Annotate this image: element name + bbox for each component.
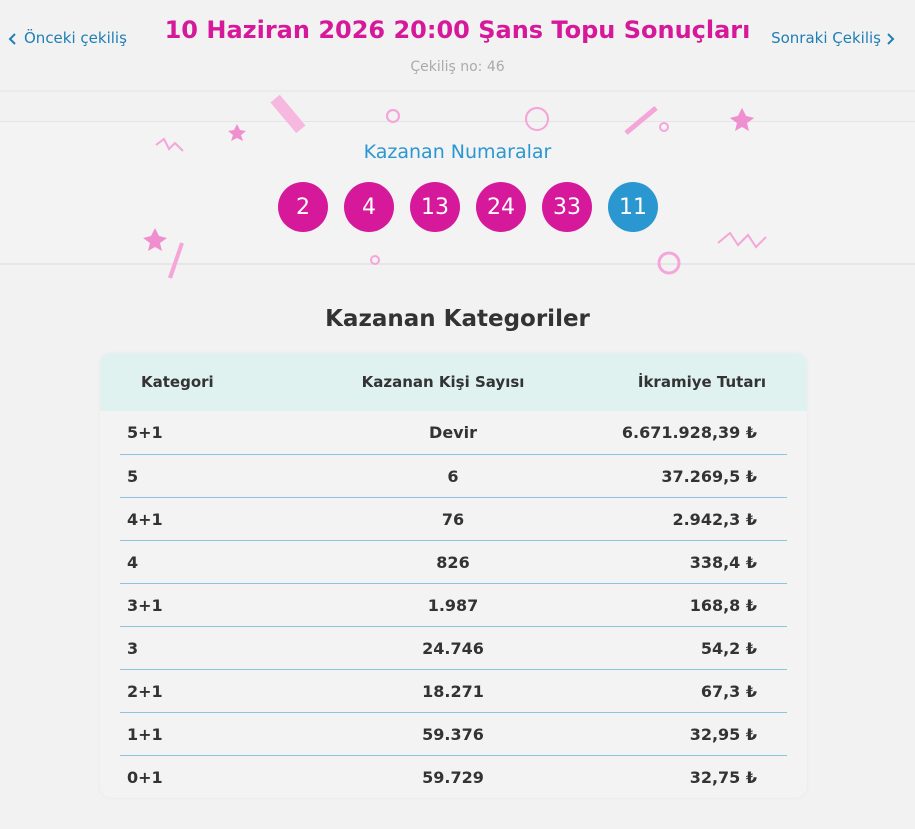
numbers-title: Kazanan Numaralar (363, 141, 552, 163)
prev-link[interactable]: Önceki çekiliş (24, 29, 127, 47)
category: 5 (127, 467, 139, 486)
prize: 32,95 ₺ (689, 725, 757, 744)
number-ball: 4 (344, 182, 394, 232)
prize: 338,4 ₺ (689, 553, 757, 572)
column-header: Kategori (141, 373, 214, 391)
next-link[interactable]: Sonraki Çekiliş (771, 29, 881, 47)
table-row: 5+1 Devir 6.671.928,39 ₺ (120, 411, 787, 454)
table-row: 0+1 59.729 32,75 ₺ (120, 755, 787, 798)
category: 5+1 (127, 423, 163, 442)
number-ball: 24 (476, 182, 526, 232)
prize: 37.269,5 ₺ (661, 467, 757, 486)
winner-count: 59.729 (422, 768, 484, 787)
prize: 32,75 ₺ (689, 768, 757, 787)
winner-count: Devir (429, 423, 477, 442)
prize: 54,2 ₺ (700, 639, 757, 658)
table-row: 4+1 76 2.942,3 ₺ (120, 497, 787, 541)
table-header: Kategori Kazanan Kişi Sayısı İkramiye Tu… (100, 353, 807, 411)
prize: 6.671.928,39 ₺ (621, 423, 757, 442)
category: 4+1 (127, 510, 163, 529)
draw-number: Çekiliş no: 46 (410, 59, 505, 75)
category: 1+1 (127, 725, 163, 744)
table-row: 3+1 1.987 168,8 ₺ (120, 583, 787, 627)
prize: 2.942,3 ₺ (672, 510, 757, 529)
category: 0+1 (127, 768, 163, 787)
winner-count: 6 (447, 467, 459, 486)
table-row: 5 6 37.269,5 ₺ (120, 454, 787, 498)
winner-count: 826 (436, 553, 470, 572)
number-ball: 13 (410, 182, 460, 232)
column-header: İkramiye Tutarı (637, 373, 766, 391)
winner-count: 18.271 (422, 682, 484, 701)
winner-count: 24.746 (422, 639, 484, 658)
category: 3+1 (127, 596, 163, 615)
table-row: 3 24.746 54,2 ₺ (120, 626, 787, 670)
category: 2+1 (127, 682, 163, 701)
table: Kategori Kazanan Kişi Sayısı İkramiye Tu… (100, 353, 807, 798)
winner-count: 59.376 (422, 725, 484, 744)
table-row: 2+1 18.271 67,3 ₺ (120, 669, 787, 713)
confetti-over (143, 94, 767, 279)
page-title: 10 Haziran 2026 20:00 Şans Topu Sonuçlar… (164, 16, 751, 44)
number-ball: 2 (278, 182, 328, 232)
prize: 168,8 ₺ (689, 596, 757, 615)
winner-count: 76 (441, 510, 465, 529)
chevron-left (8, 33, 16, 45)
category: 4 (127, 553, 139, 572)
table-row: 1+1 59.376 32,95 ₺ (120, 712, 787, 756)
bonus-ball: 11 (608, 182, 658, 232)
number-ball: 33 (542, 182, 592, 232)
column-header: Kazanan Kişi Sayısı (361, 373, 525, 391)
category: 3 (127, 639, 139, 658)
chevron-right (887, 33, 895, 45)
prize: 67,3 ₺ (700, 682, 757, 701)
table-row: 4 826 338,4 ₺ (120, 540, 787, 584)
table-title: Kazanan Kategoriler (325, 306, 590, 332)
winner-count: 1.987 (427, 596, 479, 615)
